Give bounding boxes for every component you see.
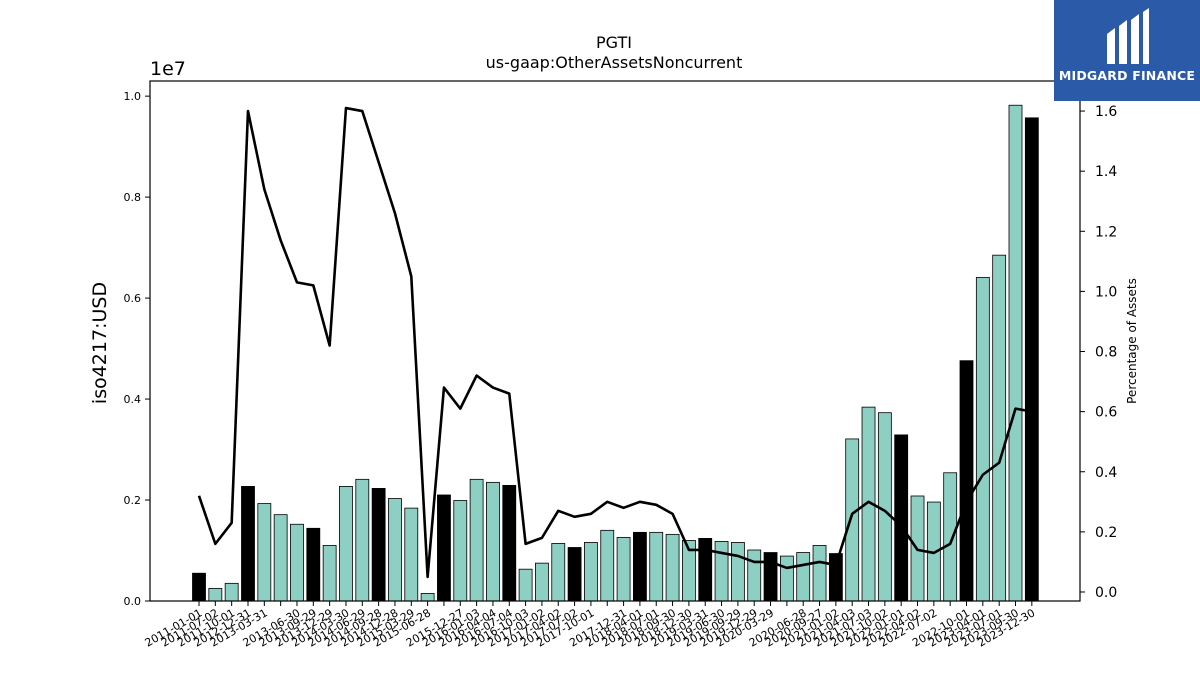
bar <box>943 472 958 602</box>
bar <box>469 478 484 602</box>
y-tick-label: 0.8 <box>124 191 142 204</box>
y2-tick-label: 0.8 <box>1095 345 1117 361</box>
y-offset-label: 1e7 <box>150 58 186 80</box>
bar <box>1024 117 1039 602</box>
bar <box>649 531 664 602</box>
bar <box>633 531 647 602</box>
bar <box>959 360 974 602</box>
bar <box>322 545 337 602</box>
bar <box>241 485 255 602</box>
bar <box>224 582 239 602</box>
bar <box>453 500 468 602</box>
bar <box>404 507 419 602</box>
bar <box>828 553 843 602</box>
y-tick-label: 0.6 <box>124 292 142 305</box>
bar <box>486 481 500 602</box>
y-tick-label: 0.2 <box>124 494 142 507</box>
y2-tick-label: 1.4 <box>1095 164 1117 180</box>
bar <box>616 536 631 602</box>
y2-tick-label: 1.2 <box>1095 224 1117 240</box>
bar <box>1008 104 1023 602</box>
bar <box>812 545 827 602</box>
bar <box>388 498 402 602</box>
bar <box>273 514 288 602</box>
y2-tick-label: 0.2 <box>1095 525 1117 541</box>
bar <box>257 503 272 602</box>
y-axis-label: iso4217:USD <box>89 282 111 404</box>
y-tick-label: 0.4 <box>124 393 142 406</box>
bar <box>502 484 517 602</box>
bar <box>290 523 304 602</box>
plot-frame <box>149 80 1081 602</box>
bar <box>779 555 794 602</box>
y2-tick-label: 1.0 <box>1095 284 1117 300</box>
bar <box>584 542 598 602</box>
y2-tick-label: 1.6 <box>1095 104 1117 120</box>
bar <box>665 533 680 602</box>
bar <box>420 593 435 602</box>
bar <box>518 568 533 602</box>
bar <box>894 434 909 602</box>
y2-tick-label: 0.4 <box>1095 465 1117 481</box>
bar <box>551 543 566 602</box>
chart-subtitle: us-gaap:OtherAssetsNoncurrent <box>486 53 743 72</box>
bar <box>192 572 206 602</box>
bar <box>992 254 1007 602</box>
bar <box>845 438 860 602</box>
bar <box>698 538 713 602</box>
y-tick-label: 1.0 <box>124 90 142 103</box>
bar <box>535 562 549 602</box>
bar <box>714 541 729 602</box>
percentage-line <box>197 106 1033 579</box>
logo-text: MIDGARD FINANCE <box>1058 68 1196 83</box>
bar <box>371 488 386 602</box>
line-group <box>197 106 1033 579</box>
bar <box>600 529 615 602</box>
chart-title: PGTI <box>596 33 632 52</box>
bar <box>763 552 778 602</box>
bar <box>339 485 353 602</box>
y-tick-label: 0.0 <box>124 595 142 608</box>
bar <box>747 549 762 602</box>
bar <box>730 542 745 602</box>
bar <box>975 276 990 602</box>
y2-tick-label: 0.6 <box>1095 405 1117 421</box>
bar <box>306 527 321 602</box>
bar <box>355 478 370 602</box>
brand-logo: MIDGARD FINANCE <box>1054 0 1200 101</box>
bar <box>796 552 811 602</box>
bar <box>208 587 223 602</box>
y2-tick-label: 0.0 <box>1095 585 1117 601</box>
bar <box>567 547 582 602</box>
logo-mark-icon <box>1107 8 1149 64</box>
y2-axis-label: Percentage of Assets <box>1125 278 1139 404</box>
bars-group <box>192 104 1039 602</box>
bar <box>437 494 451 602</box>
